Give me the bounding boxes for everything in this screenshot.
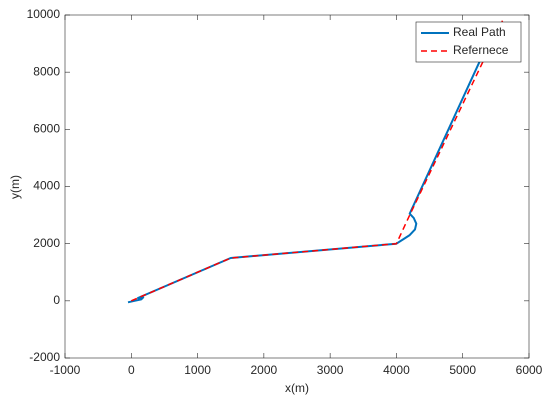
x-tick-label: -1000 (50, 363, 81, 377)
y-tick-label: 0 (53, 293, 60, 307)
legend-label: Real Path (453, 25, 506, 39)
series-line (131, 20, 504, 302)
y-tick-label: 4000 (33, 179, 60, 193)
x-tick-label: 5000 (449, 363, 476, 377)
x-axis-label: x(m) (285, 381, 309, 395)
y-tick-label: -2000 (29, 350, 60, 364)
x-tick-label: 4000 (383, 363, 410, 377)
x-tick-label: 0 (128, 363, 135, 377)
y-tick-label: 8000 (33, 64, 60, 78)
series-line (127, 40, 491, 304)
y-tick-label: 2000 (33, 236, 60, 250)
y-tick-label: 6000 (33, 122, 60, 136)
legend-box (415, 21, 522, 63)
x-tick-label: 2000 (251, 363, 278, 377)
x-tick-label: 1000 (184, 363, 211, 377)
y-tick-label: 10000 (27, 7, 61, 21)
legend-label: Refernece (453, 43, 509, 57)
x-tick-label: 3000 (317, 363, 344, 377)
y-axis-label: y(m) (8, 175, 22, 199)
plot-area (64, 14, 530, 359)
x-tick-label: 6000 (516, 363, 543, 377)
